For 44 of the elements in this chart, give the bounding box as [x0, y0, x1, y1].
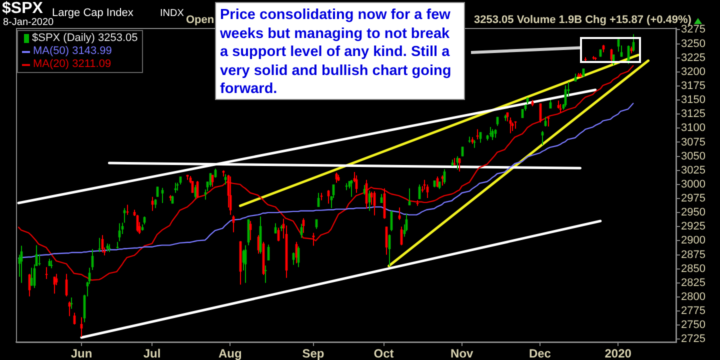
y-tick-label: 2800 [681, 291, 706, 304]
y-tick-label: 3175 [681, 80, 706, 92]
y-tick-label: 3150 [681, 94, 706, 106]
y-tick-label: 2725 [681, 333, 706, 346]
y-tick-label: 3050 [681, 150, 706, 162]
annotation: Price consolidating now for a few weeks but managing to not break a support level of any kind. Still a very solid and bullish chart going forward. [215, 2, 465, 100]
chart-title: $SPX [2, 0, 43, 18]
y-tick-label: 3100 [681, 122, 706, 134]
y-tick-label: 2750 [681, 319, 706, 332]
legend-label: MA(50) 3143.99 [33, 45, 112, 58]
y-tick-label: 3025 [681, 164, 706, 176]
y-tick-label: 3075 [681, 136, 706, 148]
candlestick [441, 174, 444, 186]
x-tick-label: Nov [450, 346, 474, 360]
y-tick-label: 2975 [681, 192, 706, 205]
y-tick-label: 2900 [681, 234, 706, 247]
x-tick-label: Dec [528, 346, 552, 360]
text: INDX [160, 8, 184, 19]
x-tick-label: Jun [70, 346, 92, 360]
y-tick-label: 2925 [681, 220, 706, 233]
x-tick-label: 2020 [604, 346, 632, 360]
text: Open [186, 14, 214, 26]
y-tick-label: 2875 [681, 248, 706, 261]
text: 8-Jan-2020 [3, 17, 54, 28]
y-tick-label: 2850 [681, 262, 706, 275]
chart-subtitle: Large Cap Index [52, 7, 134, 19]
y-tick-label: 3200 [681, 66, 706, 78]
y-tick-label: 3000 [681, 178, 706, 190]
x-tick-label: Sep [302, 346, 324, 360]
y-tick-label: 3250 [681, 38, 706, 50]
legend-label: $SPX (Daily) 3253.05 [32, 32, 138, 45]
x-tick-label: Oct [374, 346, 394, 360]
text: 3253.05 Volume 1.9B Chg +15.87 (+0.49%) [474, 14, 692, 26]
x-tick-label: Aug [218, 346, 242, 360]
x-tick-label: Jul [143, 346, 161, 360]
legend-label: MA(20) 3211.09 [33, 58, 112, 71]
y-tick-label: 2950 [681, 206, 706, 219]
candlestick [312, 232, 315, 246]
y-tick-label: 2825 [681, 276, 706, 289]
candlestick [70, 297, 73, 310]
y-tick-label: 3275 [681, 24, 706, 36]
y-tick-label: 3225 [681, 52, 706, 64]
y-tick-label: 3125 [681, 108, 706, 120]
y-tick-label: 2775 [681, 305, 706, 318]
